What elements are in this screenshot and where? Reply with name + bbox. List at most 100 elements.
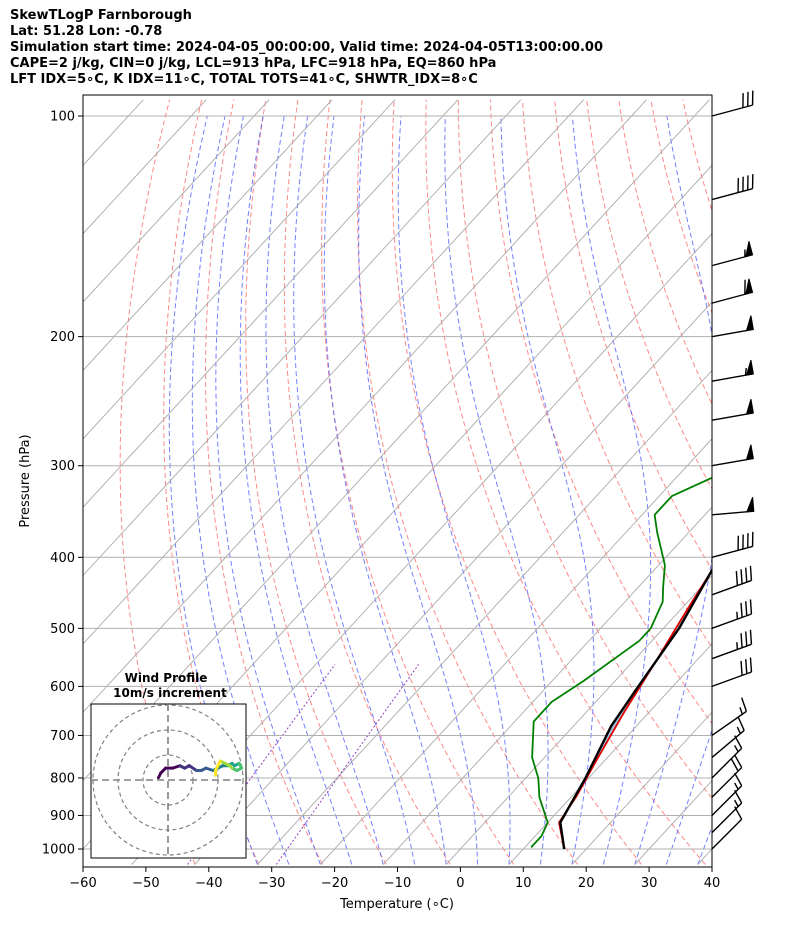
barb-flag	[749, 629, 753, 645]
barb-staff	[711, 729, 745, 758]
moist-adiabat	[444, 115, 549, 865]
barb-half-flag	[734, 782, 739, 790]
y-tick-label: 700	[50, 729, 75, 744]
wind-barb	[711, 599, 753, 630]
barb-flag	[735, 570, 739, 586]
moist-adiabat	[500, 115, 595, 865]
barb-flag	[740, 660, 743, 676]
y-tick-label: 200	[50, 330, 75, 345]
x-tick-label: −30	[258, 876, 285, 891]
isotherm	[83, 99, 459, 508]
barb-pennant	[745, 444, 754, 461]
x-tick-label: −20	[321, 876, 348, 891]
dry-adiabat	[522, 99, 712, 649]
profile-lines	[530, 476, 712, 850]
hodograph-subtitle: 10m/s increment	[113, 686, 227, 700]
y-tick-label: 600	[50, 680, 75, 695]
barb-staff	[711, 710, 747, 737]
y-tick-label: 800	[50, 771, 75, 786]
cape-line: CAPE=2 j/kg, CIN=0 j/kg, LCL=913 hPa, LF…	[10, 56, 497, 71]
barb-flag	[734, 735, 743, 749]
barb-flag	[740, 569, 743, 584]
barb-staff	[711, 671, 752, 688]
isotherm	[83, 99, 585, 645]
wind-barb	[711, 789, 743, 834]
chart-title: SkewTLogP Farnborough	[10, 8, 192, 23]
wind-barb	[711, 444, 754, 467]
barb-flag	[734, 789, 743, 804]
dry-adiabat	[119, 99, 196, 865]
wind-barb	[711, 735, 743, 779]
y-axis-label: Pressure (hPa)	[18, 434, 33, 527]
x-axis-label: Temperature (∘C)	[339, 897, 454, 912]
wind-barb	[711, 241, 754, 267]
moist-adiabat	[323, 115, 447, 865]
location-line: Lat: 51.28 Lon: -0.78	[10, 24, 163, 39]
wind-barb	[711, 398, 754, 421]
dry-adiabat	[245, 99, 387, 865]
barb-pennant	[746, 497, 755, 513]
barb-flag	[734, 772, 743, 787]
barb-half-flag	[739, 707, 743, 715]
isotherm	[83, 99, 647, 713]
background-lines	[83, 99, 794, 865]
barb-flag	[745, 601, 748, 616]
barb-flag	[737, 716, 745, 731]
isotherm	[319, 438, 712, 865]
cape-fill	[559, 570, 712, 849]
dry-adiabat	[586, 99, 712, 490]
barb-staff	[711, 104, 753, 117]
y-tick-label: 1000	[42, 843, 75, 858]
dry-adiabat	[682, 99, 712, 213]
barb-flag	[749, 599, 753, 615]
barb-flag	[749, 657, 753, 673]
barb-flag	[745, 631, 748, 647]
barb-flag	[734, 754, 743, 768]
barb-pennant	[745, 398, 754, 415]
x-tick-label: −10	[384, 876, 411, 891]
isotherm	[571, 711, 712, 865]
isotherm	[83, 99, 396, 440]
barb-flag	[734, 806, 743, 820]
temperature-line	[558, 568, 712, 850]
dry-adiabat	[321, 99, 515, 865]
x-tick-label: −60	[69, 876, 96, 891]
isotherm	[131, 233, 712, 865]
dry-adiabat	[283, 99, 451, 865]
moist-adiabat	[168, 115, 258, 865]
x-tick-label: 10	[515, 876, 532, 891]
time-line: Simulation start time: 2024-04-05_00:00:…	[10, 40, 603, 55]
y-tick-label: 300	[50, 459, 75, 474]
moist-adiabat	[293, 115, 416, 865]
moist-adiabat	[191, 115, 290, 865]
barb-flag	[740, 633, 743, 648]
dry-adiabat	[204, 99, 324, 865]
barb-flag	[740, 697, 748, 712]
x-tick-label: 40	[704, 876, 721, 891]
barb-pennant	[745, 315, 754, 332]
mixing-ratio-line	[275, 664, 420, 865]
barb-flag	[740, 602, 743, 618]
barb-pennant	[745, 359, 754, 376]
barb-staff	[711, 802, 743, 834]
barb-staff	[711, 747, 743, 779]
isotherm	[508, 643, 712, 865]
x-tick-label: −50	[132, 876, 159, 891]
isotherm	[257, 369, 712, 865]
wind-barbs	[711, 90, 755, 850]
moist-adiabat	[239, 115, 353, 865]
x-axis: −60 −50 −40 −30 −20 −10 0 10 20 30 40	[69, 867, 720, 891]
wind-barb	[711, 772, 743, 816]
x-tick-label: 20	[578, 876, 595, 891]
barb-half-flag	[736, 642, 739, 650]
y-tick-label: 900	[50, 809, 75, 824]
wind-barb	[711, 754, 743, 798]
barb-staff	[711, 643, 752, 660]
wind-barb	[711, 315, 754, 338]
barb-half-flag	[744, 367, 747, 376]
dry-adiabat	[489, 99, 712, 725]
x-tick-label: −40	[195, 876, 222, 891]
dry-adiabat	[779, 100, 794, 865]
wind-barb	[711, 716, 745, 758]
